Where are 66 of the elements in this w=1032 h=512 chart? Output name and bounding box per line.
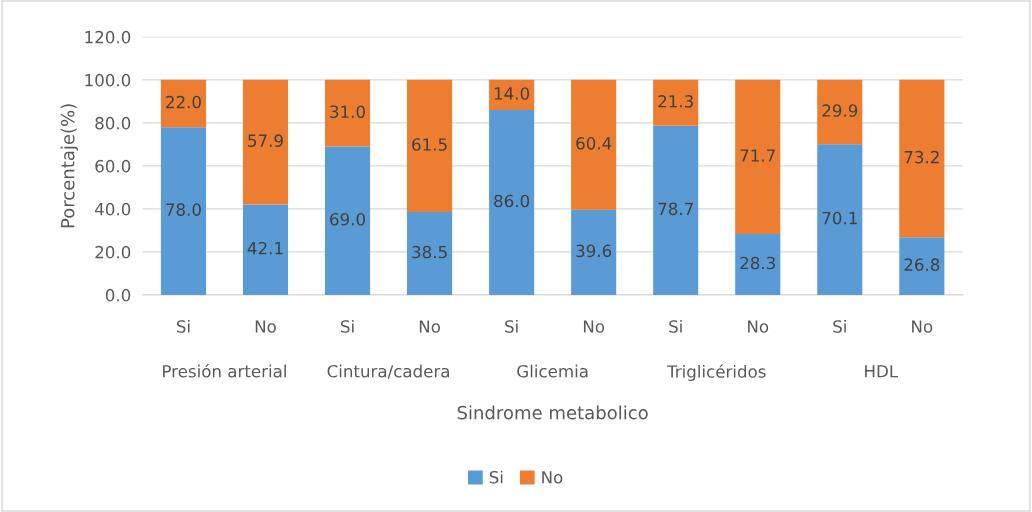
data-label: 29.9 xyxy=(822,104,858,117)
data-label: 86.0 xyxy=(494,194,530,208)
data-label: 60.4 xyxy=(576,137,612,150)
x-tick-label: Si xyxy=(505,319,518,333)
bar xyxy=(899,237,945,295)
bar xyxy=(653,79,699,126)
data-label: 71.7 xyxy=(740,149,775,162)
bar xyxy=(735,79,781,235)
data-label: 42.1 xyxy=(247,241,283,255)
x-tick-label: Si xyxy=(176,319,190,333)
data-label: 73.2 xyxy=(904,150,939,164)
bar xyxy=(489,109,535,295)
bar xyxy=(489,79,535,110)
bar xyxy=(735,234,781,295)
bar xyxy=(817,79,863,145)
bar xyxy=(324,79,371,147)
legend-label: No xyxy=(542,471,563,484)
data-label: 61.5 xyxy=(412,138,447,151)
bar xyxy=(160,79,206,128)
bar xyxy=(160,127,206,295)
legend-label: Si xyxy=(489,470,503,484)
data-label: 28.3 xyxy=(740,256,775,270)
text: Presión arterial xyxy=(163,363,286,378)
y-tick-label: 20.0 xyxy=(95,245,131,259)
data-label: 78.7 xyxy=(658,202,693,216)
data-label: 70.1 xyxy=(822,211,857,225)
text: Glicemia xyxy=(517,364,588,378)
text: Triglicéridos xyxy=(666,364,766,382)
y-tick-label: 0.0 xyxy=(105,288,131,302)
data-label: 31.0 xyxy=(330,105,365,119)
bar xyxy=(571,209,617,295)
bar xyxy=(242,204,289,295)
y-tick-label: 60.0 xyxy=(95,159,131,173)
data-label: 26.8 xyxy=(904,258,940,271)
y-tick-label: 100.0 xyxy=(85,73,131,87)
bar xyxy=(407,212,453,295)
data-label: 69.0 xyxy=(330,212,365,226)
bar xyxy=(653,125,699,295)
y-tick-label: 40.0 xyxy=(95,202,131,216)
data-label: 38.5 xyxy=(412,245,447,259)
bar xyxy=(899,79,945,238)
text: HDL xyxy=(865,365,899,378)
x-tick-label: No xyxy=(748,320,769,333)
y-tick-label: 120.0 xyxy=(85,30,131,44)
x-tick-label: No xyxy=(583,320,605,333)
bar xyxy=(242,79,289,205)
x-axis-title: Sindrome metabolico xyxy=(457,405,648,420)
bar xyxy=(571,79,617,210)
data-label: 78.0 xyxy=(166,203,201,216)
x-tick-label: Si xyxy=(341,319,354,333)
data-label: 39.6 xyxy=(576,244,612,258)
x-tick-label: Si xyxy=(669,319,682,333)
data-label: 14.0 xyxy=(494,87,530,100)
data-label: 21.3 xyxy=(658,95,693,108)
y-tick-label: 80.0 xyxy=(95,116,131,130)
x-tick-label: No xyxy=(255,320,276,333)
bar xyxy=(817,144,863,295)
x-tick-label: No xyxy=(912,320,933,333)
x-tick-label: No xyxy=(419,320,440,333)
text: Cintura/cadera xyxy=(327,364,449,379)
bar xyxy=(407,79,453,213)
data-label: 22.0 xyxy=(166,95,201,109)
data-label: 57.9 xyxy=(248,134,283,147)
x-tick-label: Si xyxy=(833,319,846,333)
y-axis-title: Porcentaje(%) xyxy=(60,104,79,228)
bar xyxy=(324,146,371,295)
